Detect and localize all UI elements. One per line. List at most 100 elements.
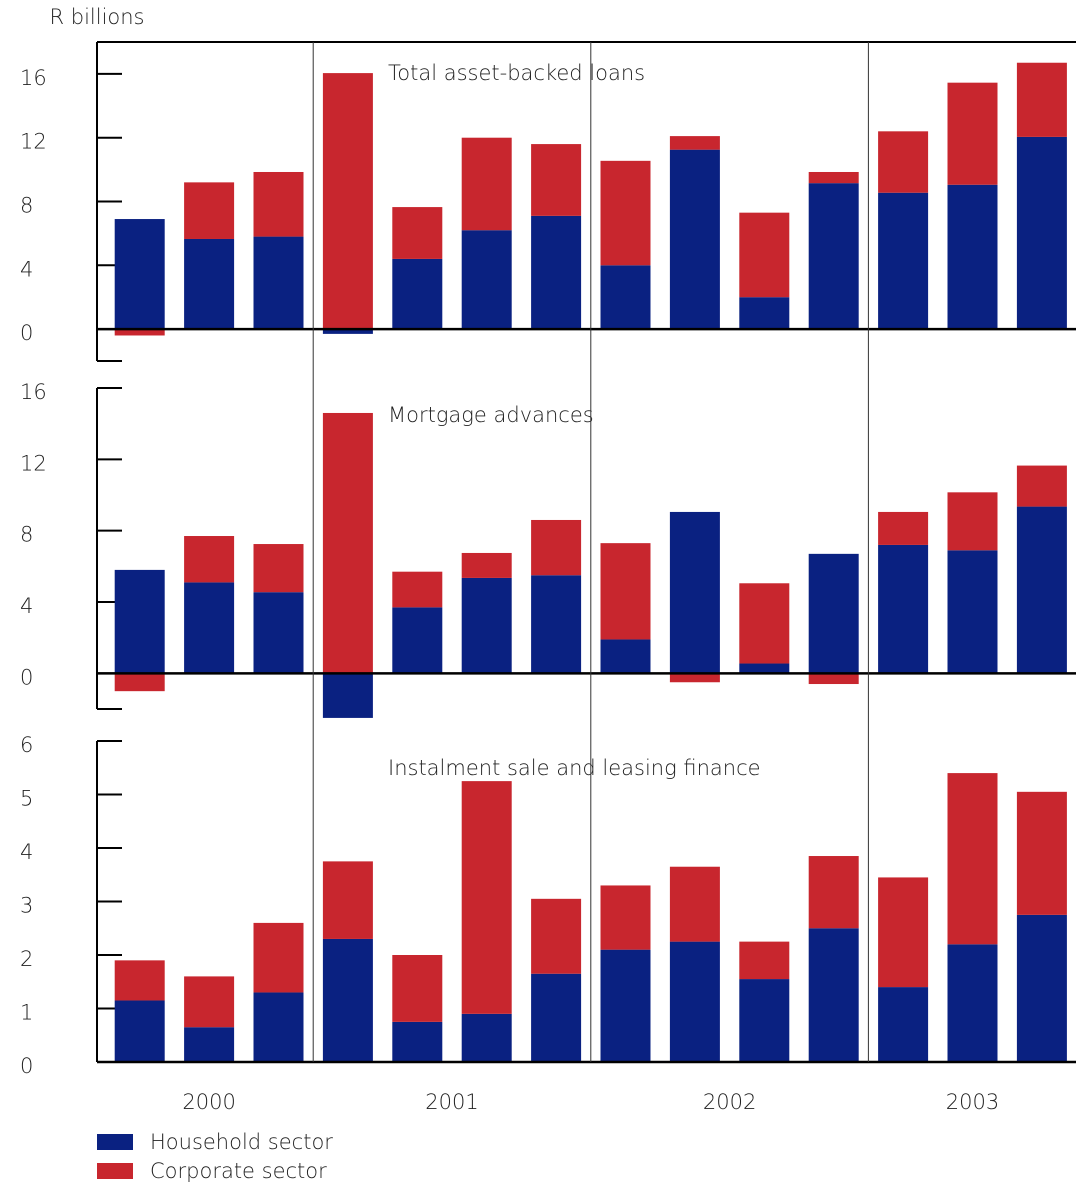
bar [808, 856, 859, 929]
bar [1016, 62, 1067, 137]
bar [1016, 465, 1067, 507]
bar [669, 136, 720, 150]
bar [1016, 506, 1067, 674]
y-tick-label: 6 [20, 733, 33, 757]
bar [114, 329, 165, 336]
bar [600, 639, 651, 674]
bar [461, 577, 512, 674]
bar [739, 212, 790, 298]
x-group-label: 2002 [703, 1090, 756, 1114]
bar [808, 183, 859, 330]
y-tick-label: 0 [20, 1054, 33, 1078]
y-tick-label: 4 [20, 840, 33, 864]
y-tick-label: 0 [20, 665, 33, 689]
bar [461, 137, 512, 231]
bar [808, 673, 859, 685]
bar [392, 955, 443, 1022]
bar [322, 73, 373, 330]
bar [322, 412, 373, 674]
bar [322, 673, 373, 718]
bar [114, 673, 165, 692]
bar [322, 861, 373, 939]
bar [461, 1013, 512, 1062]
bar [739, 297, 790, 330]
bar [808, 928, 859, 1062]
bar [600, 949, 651, 1062]
bar [531, 519, 582, 576]
y-tick-label: 8 [20, 194, 33, 218]
bar [322, 938, 373, 1062]
bar [184, 1027, 235, 1062]
bar [392, 607, 443, 674]
bar [739, 979, 790, 1062]
bar [878, 511, 929, 545]
y-tick-label: 3 [20, 894, 33, 918]
bar [1016, 791, 1067, 915]
bar [878, 877, 929, 988]
bar [808, 553, 859, 674]
bar [739, 941, 790, 980]
bar [253, 922, 304, 993]
bar [531, 898, 582, 974]
bar [184, 582, 235, 674]
panel-title: Total asset-backed loans [388, 61, 645, 85]
bar [253, 171, 304, 237]
bar [947, 944, 998, 1062]
x-group-label: 2001 [425, 1090, 478, 1114]
x-group-label: 2003 [946, 1090, 999, 1114]
bar [322, 329, 373, 334]
bar [600, 543, 651, 640]
bar [878, 192, 929, 330]
bar [253, 544, 304, 593]
bar [253, 592, 304, 674]
bar [808, 171, 859, 184]
y-axis-label: R billions [49, 5, 144, 29]
bar [114, 1000, 165, 1062]
bar [392, 207, 443, 259]
bar [184, 182, 235, 239]
y-tick-label: 1 [20, 1001, 33, 1025]
y-tick-label: 2 [20, 947, 33, 971]
bar [531, 973, 582, 1062]
bar [600, 265, 651, 330]
bar [947, 492, 998, 551]
y-tick-label: 4 [20, 257, 33, 281]
bar [253, 236, 304, 330]
legend-swatch [97, 1163, 133, 1179]
bar [739, 663, 790, 674]
bar [184, 976, 235, 1028]
bar [184, 238, 235, 330]
bar [669, 941, 720, 1062]
bar [739, 583, 790, 664]
panel-title: Instalment sale and leasing finance [388, 756, 761, 780]
bar [392, 258, 443, 330]
legend-label: Household sector [150, 1130, 333, 1154]
bar [878, 987, 929, 1062]
y-tick-label: 12 [20, 130, 47, 154]
bar [253, 992, 304, 1062]
bar [947, 550, 998, 674]
y-tick-label: 0 [20, 321, 33, 345]
legend-swatch [97, 1134, 133, 1150]
bar [600, 885, 651, 950]
bar [114, 219, 165, 330]
y-tick-label: 4 [20, 594, 33, 618]
bar [114, 960, 165, 1001]
legend-label: Corporate sector [150, 1159, 327, 1183]
bar [531, 144, 582, 216]
bar [531, 215, 582, 330]
y-tick-label: 16 [20, 66, 47, 90]
bar [392, 571, 443, 608]
x-group-label: 2000 [182, 1090, 235, 1114]
bar [669, 511, 720, 674]
y-tick-label: 5 [20, 787, 33, 811]
bar [1016, 136, 1067, 330]
bar [461, 552, 512, 578]
bar [669, 673, 720, 683]
bar [461, 230, 512, 330]
y-tick-label: 8 [20, 523, 33, 547]
bar [461, 781, 512, 1014]
bar [878, 544, 929, 674]
bar [947, 773, 998, 945]
